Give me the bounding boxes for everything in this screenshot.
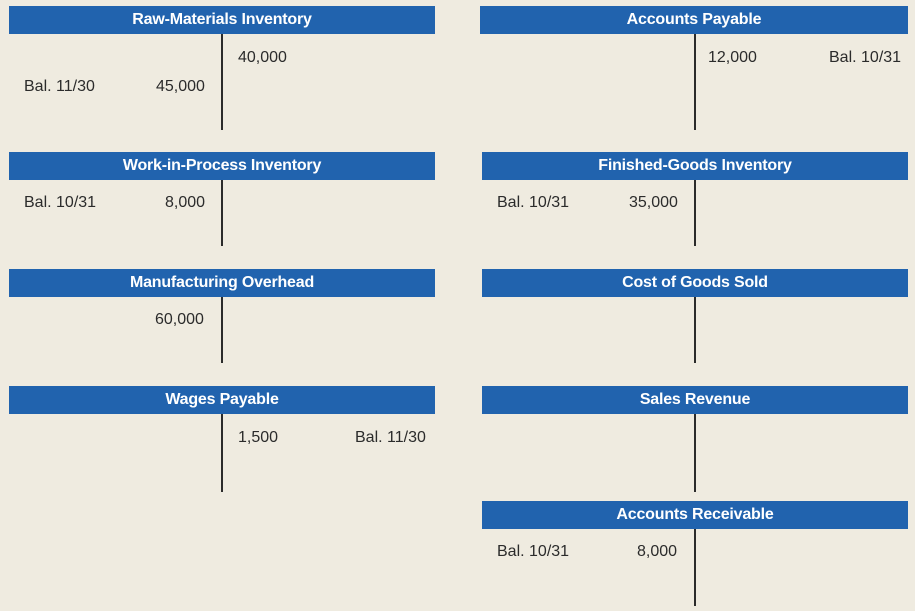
- t-account-divider: [221, 297, 223, 363]
- account-title-finished-goods-inventory: Finished-Goods Inventory: [482, 152, 908, 180]
- debit-entry-value: 60,000: [155, 311, 204, 328]
- account-title-wages-payable: Wages Payable: [9, 386, 435, 414]
- account-title-manufacturing-overhead: Manufacturing Overhead: [9, 269, 435, 297]
- debit-balance-label: Bal. 10/31: [497, 194, 570, 211]
- credit-balance-label: Bal. 10/31: [829, 49, 902, 66]
- debit-balance-label: Bal. 11/30: [24, 78, 95, 95]
- debit-balance-value: 35,000: [629, 194, 678, 211]
- t-account-divider: [221, 34, 223, 130]
- t-account-divider: [694, 529, 696, 606]
- t-account-sales-revenue: Sales Revenue: [482, 386, 908, 492]
- account-title-cost-of-goods-sold: Cost of Goods Sold: [482, 269, 908, 297]
- credit-entry-value: 12,000: [708, 49, 757, 66]
- credit-entry-value: 40,000: [238, 49, 287, 66]
- account-title-accounts-receivable: Accounts Receivable: [482, 501, 908, 529]
- t-account-accounts-receivable: Accounts Receivable Bal. 10/31 8,000: [482, 501, 908, 606]
- t-account-manufacturing-overhead: Manufacturing Overhead 60,000: [9, 269, 435, 363]
- t-account-accounts-payable: Accounts Payable 12,000 Bal. 10/31: [480, 6, 908, 130]
- t-account-raw-materials-inventory: Raw-Materials Inventory 40,000 Bal. 11/3…: [9, 6, 435, 130]
- debit-balance-value: 45,000: [156, 78, 205, 95]
- t-account-divider: [694, 34, 696, 130]
- debit-balance-value: 8,000: [165, 194, 206, 211]
- t-account-divider: [221, 414, 223, 492]
- t-account-divider: [694, 297, 696, 363]
- account-title-sales-revenue: Sales Revenue: [482, 386, 908, 414]
- t-account-divider: [694, 414, 696, 492]
- t-account-divider: [694, 180, 696, 246]
- debit-balance-value: 8,000: [637, 543, 678, 560]
- account-title-accounts-payable: Accounts Payable: [480, 6, 908, 34]
- t-account-divider: [221, 180, 223, 246]
- debit-balance-label: Bal. 10/31: [497, 543, 570, 560]
- t-account-finished-goods-inventory: Finished-Goods Inventory Bal. 10/31 35,0…: [482, 152, 908, 246]
- account-title-work-in-process-inventory: Work-in-Process Inventory: [9, 152, 435, 180]
- account-title-raw-materials-inventory: Raw-Materials Inventory: [9, 6, 435, 34]
- credit-entry-value: 1,500: [238, 429, 279, 446]
- t-account-cost-of-goods-sold: Cost of Goods Sold: [482, 269, 908, 363]
- t-account-wages-payable: Wages Payable 1,500 Bal. 11/30: [9, 386, 435, 492]
- t-account-work-in-process-inventory: Work-in-Process Inventory Bal. 10/31 8,0…: [9, 152, 435, 246]
- credit-balance-label: Bal. 11/30: [355, 429, 426, 446]
- debit-balance-label: Bal. 10/31: [24, 194, 97, 211]
